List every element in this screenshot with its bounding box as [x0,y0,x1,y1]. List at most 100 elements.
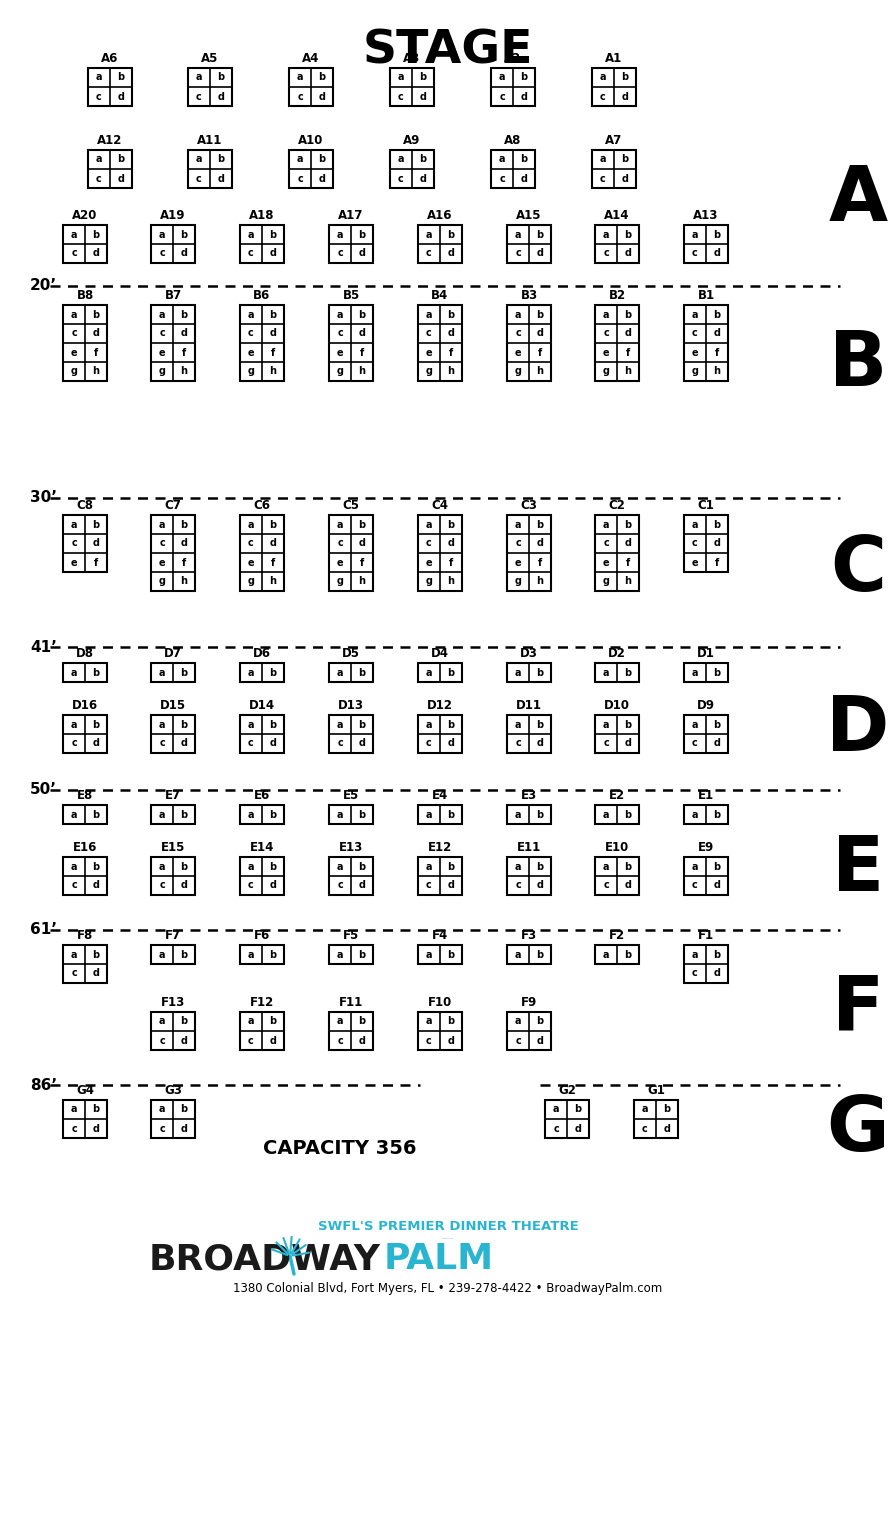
Text: A15: A15 [516,209,542,223]
Text: d: d [537,329,544,338]
Text: a: a [337,949,343,960]
Text: c: c [337,880,343,891]
Text: d: d [625,329,632,338]
Bar [595,306,639,381]
Text: b: b [358,309,366,319]
Text: d: d [537,1035,544,1046]
Text: d: d [180,880,187,891]
Text: a: a [159,809,165,820]
Text: c: c [692,969,698,978]
Text: 1380 Colonial Blvd, Fort Myers, FL • 239-278-4422 • BroadwayPalm.com: 1380 Colonial Blvd, Fort Myers, FL • 239… [233,1283,663,1295]
Text: a: a [499,155,505,164]
Text: g: g [337,576,343,587]
Text: a: a [692,719,698,730]
Text: d: d [622,174,628,183]
Text: 61’: 61’ [30,923,57,937]
Bar [329,306,373,381]
Text: a: a [603,949,609,960]
Text: b: b [270,309,277,319]
Text: a: a [248,229,254,240]
Text: c: c [71,539,77,548]
Text: a: a [248,719,254,730]
Bar [684,664,728,682]
Text: a: a [426,719,432,730]
Text: f: f [94,558,99,567]
Text: b: b [622,72,629,83]
Text: b: b [358,229,366,240]
Bar [418,714,462,753]
Text: a: a [603,719,609,730]
Bar [390,151,434,187]
Text: E5: E5 [343,790,359,802]
Bar [491,68,535,106]
Bar [507,945,551,965]
Bar [507,857,551,895]
Text: A17: A17 [339,209,364,223]
Text: b: b [92,309,99,319]
Text: C5: C5 [342,499,359,511]
Text: b: b [92,668,99,677]
Text: c: c [426,1035,432,1046]
Text: a: a [426,949,432,960]
Bar [390,68,434,106]
Text: c: c [159,1035,165,1046]
Text: d: d [713,880,720,891]
Text: 20’: 20’ [30,278,57,293]
Text: a: a [692,309,698,319]
Text: b: b [218,155,225,164]
Bar [684,857,728,895]
Text: a: a [692,668,698,677]
Bar [491,151,535,187]
Text: b: b [180,668,187,677]
Text: h: h [358,576,366,587]
Text: f: f [271,558,275,567]
Text: d: d [270,1035,277,1046]
Bar [507,805,551,823]
Text: c: c [426,739,432,748]
Text: 30’: 30’ [30,490,57,505]
Text: d: d [270,329,277,338]
Text: d: d [358,249,366,258]
Text: c: c [71,880,77,891]
Text: B8: B8 [76,289,93,303]
Text: g: g [247,367,254,376]
Text: c: c [426,329,432,338]
Text: b: b [447,809,454,820]
Text: A8: A8 [504,134,521,147]
Text: c: c [71,1123,77,1134]
Text: c: c [499,92,504,101]
Text: e: e [71,347,77,358]
Text: a: a [71,1104,77,1115]
Bar [329,664,373,682]
Text: b: b [419,72,426,83]
Text: SWFL'S PREMIER DINNER THEATRE: SWFL'S PREMIER DINNER THEATRE [317,1220,579,1233]
Text: b: b [537,809,544,820]
Text: f: f [715,347,719,358]
Text: b: b [537,309,544,319]
Text: b: b [713,668,720,677]
Bar [151,1012,195,1051]
Text: F13: F13 [161,995,185,1009]
Text: d: d [117,174,125,183]
Text: G: G [827,1094,890,1167]
Text: a: a [514,809,521,820]
Bar [151,306,195,381]
Text: PALM: PALM [384,1243,494,1276]
Text: b: b [92,229,99,240]
Bar [63,805,107,823]
Text: F4: F4 [432,929,448,942]
Text: E2: E2 [609,790,625,802]
Bar [289,68,333,106]
Text: E11: E11 [517,842,541,854]
Text: A5: A5 [202,52,219,65]
Bar [151,857,195,895]
Text: a: a [337,519,343,530]
Text: F: F [832,972,884,1048]
Text: C8: C8 [76,499,93,511]
Text: a: a [398,155,404,164]
Text: b: b [625,809,632,820]
Text: f: f [538,347,542,358]
Text: b: b [625,309,632,319]
Text: a: a [159,862,165,871]
Text: d: d [270,539,277,548]
